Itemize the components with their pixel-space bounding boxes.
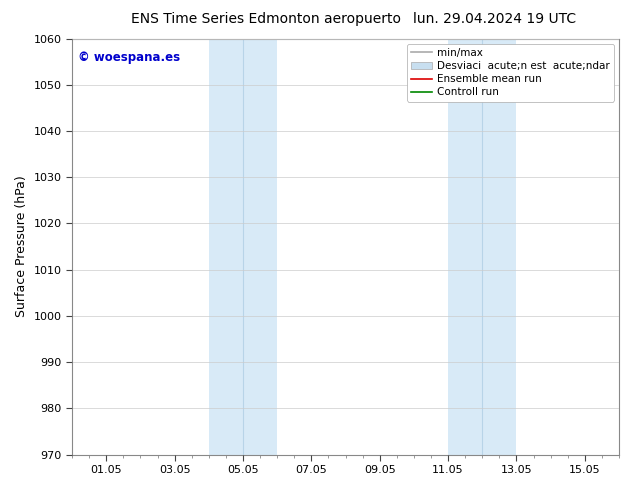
Text: © woespana.es: © woespana.es [77, 51, 179, 64]
Bar [482, 39, 517, 455]
Bar [243, 39, 277, 455]
Legend: min/max, Desviaci  acute;n est  acute;ndar, Ensemble mean run, Controll run: min/max, Desviaci acute;n est acute;ndar… [406, 44, 614, 101]
Bar [209, 39, 243, 455]
Text: lun. 29.04.2024 19 UTC: lun. 29.04.2024 19 UTC [413, 12, 576, 26]
Y-axis label: Surface Pressure (hPa): Surface Pressure (hPa) [15, 176, 28, 318]
Text: ENS Time Series Edmonton aeropuerto: ENS Time Series Edmonton aeropuerto [131, 12, 401, 26]
Bar [448, 39, 482, 455]
